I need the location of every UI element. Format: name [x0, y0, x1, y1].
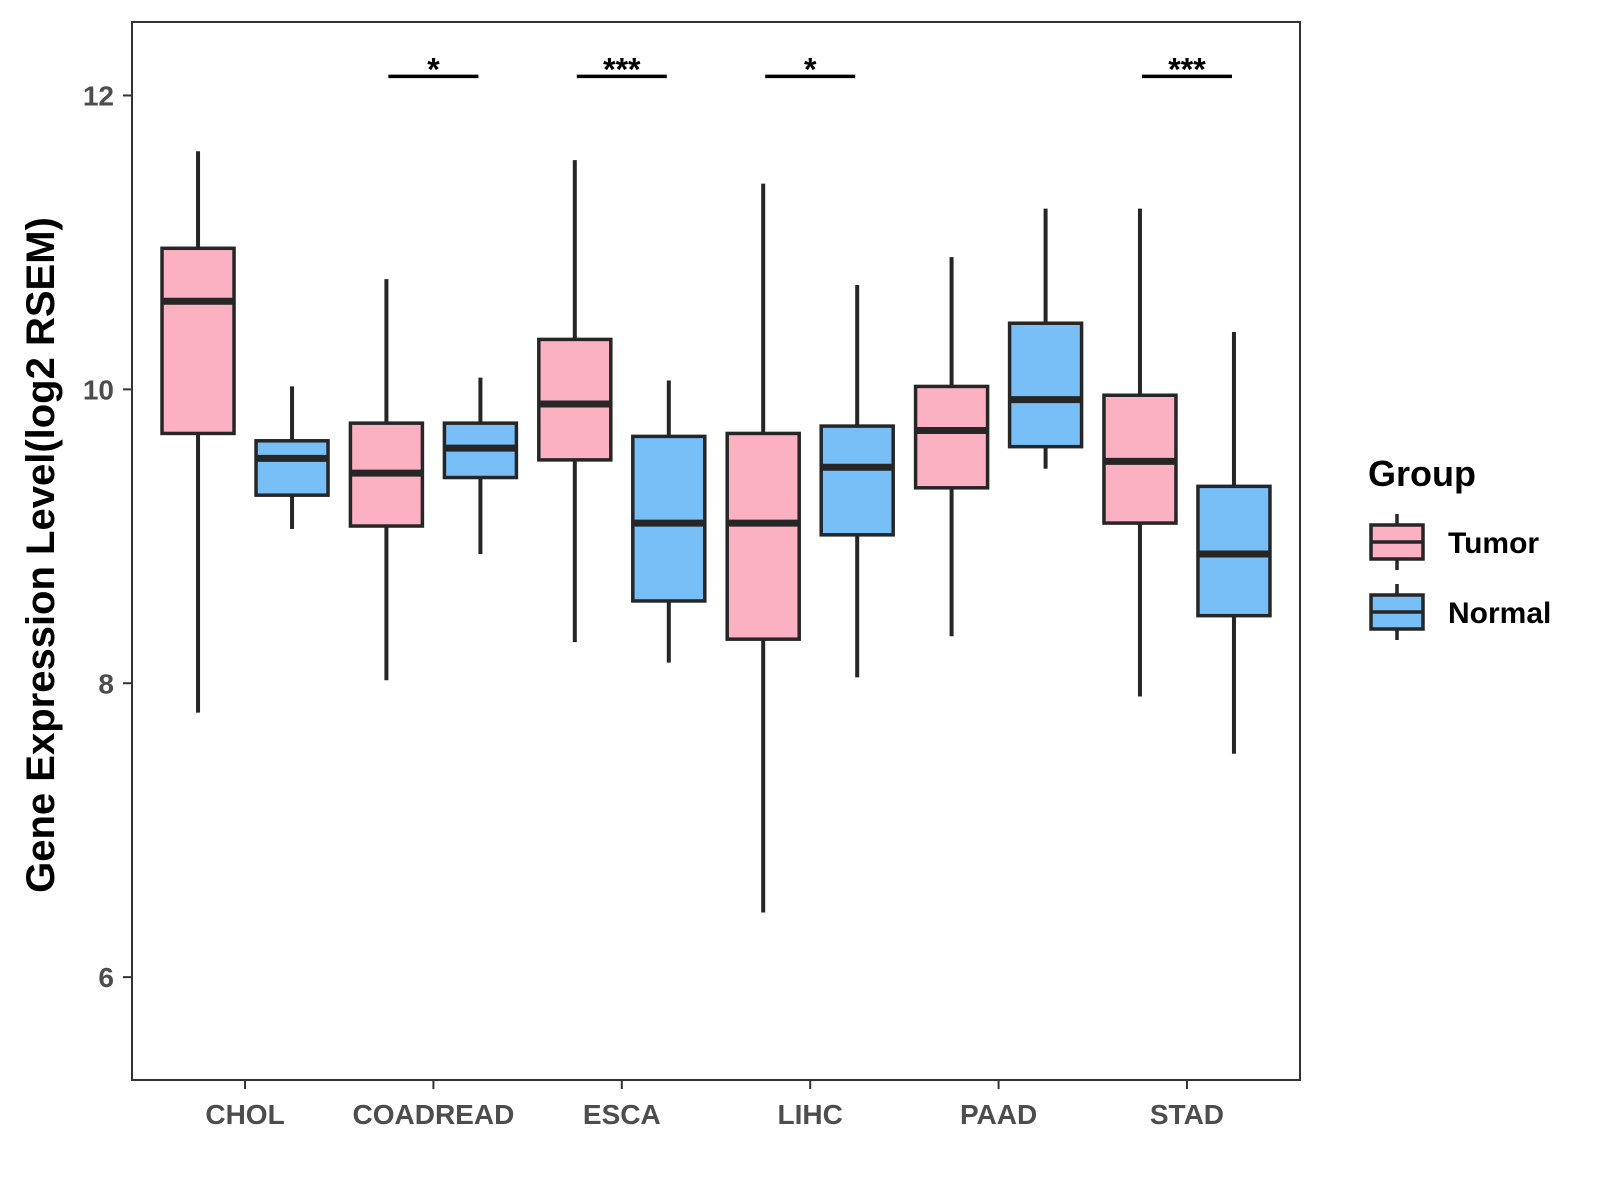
- x-tick-label: COADREAD: [353, 1099, 515, 1130]
- box-iqr: [254, 439, 330, 497]
- significance-label: ***: [603, 51, 641, 87]
- box-iqr: [1007, 321, 1084, 449]
- significance-esca: ***: [576, 51, 667, 87]
- y-axis-title: Gene Expression Level(log2 RSEM): [19, 217, 63, 893]
- panel-border: [131, 21, 1301, 1081]
- x-tick-label: PAAD: [960, 1099, 1037, 1130]
- significance-label: *: [804, 51, 817, 87]
- x-tick-label: ESCA: [583, 1099, 661, 1130]
- legend-item-normal: Normal: [1369, 584, 1551, 640]
- significance-coadread: *: [388, 51, 479, 87]
- significance-label: *: [427, 51, 440, 87]
- box-iqr: [819, 424, 895, 537]
- box-normal-chol: [254, 386, 330, 529]
- box-iqr: [725, 431, 801, 641]
- box-tumor-chol: [160, 151, 236, 713]
- x-tick-label: LIHC: [778, 1099, 843, 1130]
- significance-lihc: *: [765, 51, 856, 87]
- box-normal-stad: [1196, 332, 1272, 754]
- box-normal-lihc: [819, 285, 895, 678]
- box-iqr: [913, 384, 990, 490]
- box-tumor-esca: [537, 160, 613, 643]
- legend-label: Normal: [1448, 597, 1551, 630]
- box-iqr: [631, 434, 707, 603]
- box-tumor-lihc: [725, 183, 801, 913]
- y-tick-label: 12: [83, 80, 114, 111]
- legend-item-tumor: Tumor: [1369, 514, 1539, 570]
- box-tumor-paad: [913, 257, 990, 637]
- y-tick-label: 6: [98, 962, 114, 993]
- significance-label: ***: [1168, 51, 1206, 87]
- y-tick-label: 10: [83, 374, 114, 405]
- box-normal-coadread: [442, 377, 519, 554]
- plot-area: * *** * ***: [160, 51, 1272, 913]
- significance-stad: ***: [1141, 51, 1232, 87]
- box-normal-paad: [1007, 208, 1084, 469]
- x-tick-label: STAD: [1150, 1099, 1224, 1130]
- box-iqr: [537, 337, 613, 462]
- legend-label: Tumor: [1448, 527, 1539, 560]
- legend-title: Group: [1368, 453, 1476, 494]
- box-tumor-coadread: [348, 279, 425, 681]
- axes: 6 8 10 12 CHOL COADREAD ESCA LIHC PAAD STAD: [83, 21, 1301, 1130]
- box-tumor-stad: [1102, 208, 1178, 697]
- box-normal-esca: [631, 380, 707, 663]
- y-tick-label: 8: [98, 668, 114, 699]
- legend: Group Tumor Normal: [1368, 453, 1551, 640]
- box-iqr: [160, 246, 236, 436]
- x-tick-label: CHOL: [205, 1099, 284, 1130]
